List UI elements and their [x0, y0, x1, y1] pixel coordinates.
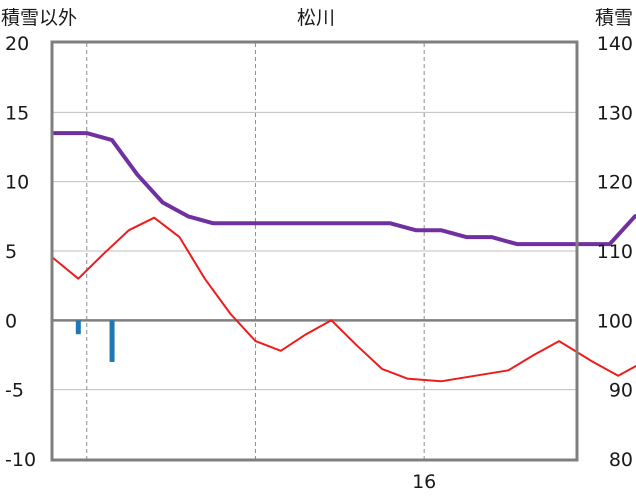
- right-tick-label: 80: [609, 449, 633, 471]
- left-tick-label: 15: [5, 102, 29, 124]
- x-tick-label: 16: [412, 471, 436, 493]
- series-lines: [52, 131, 636, 383]
- right-tick-label: 90: [609, 380, 633, 402]
- grid: [53, 42, 576, 460]
- precipitation-bar: [109, 320, 115, 362]
- right-tick-label: 140: [597, 33, 633, 55]
- right-tick-label: 110: [597, 241, 633, 263]
- precipitation-bar: [75, 320, 81, 335]
- right-tick-label: 130: [597, 102, 633, 124]
- snow_depth-line: [53, 131, 636, 247]
- right-tick-label: 100: [597, 310, 633, 332]
- left-axis-ticks: 20 15 10 5 0 -5 -10: [5, 33, 36, 471]
- right-tick-label: 120: [597, 172, 633, 194]
- left-tick-label: 10: [5, 172, 29, 194]
- temperature-line: [52, 216, 636, 383]
- right-axis-ticks: 140 130 120 110 100 90 80: [597, 33, 633, 471]
- left-tick-label: 0: [5, 310, 17, 332]
- left-tick-label: -10: [5, 449, 36, 471]
- left-tick-label: 5: [5, 241, 17, 263]
- right-axis-title: 積雪: [595, 7, 633, 29]
- precipitation-bars: [75, 320, 115, 362]
- plot-frame: [50, 40, 579, 462]
- left-tick-label: 20: [5, 33, 29, 55]
- chart-title: 松川: [297, 7, 335, 29]
- x-axis-ticks: 16192225283691215: [412, 471, 436, 493]
- left-tick-label: -5: [5, 380, 24, 402]
- left-axis-title: 積雪以外: [1, 7, 77, 29]
